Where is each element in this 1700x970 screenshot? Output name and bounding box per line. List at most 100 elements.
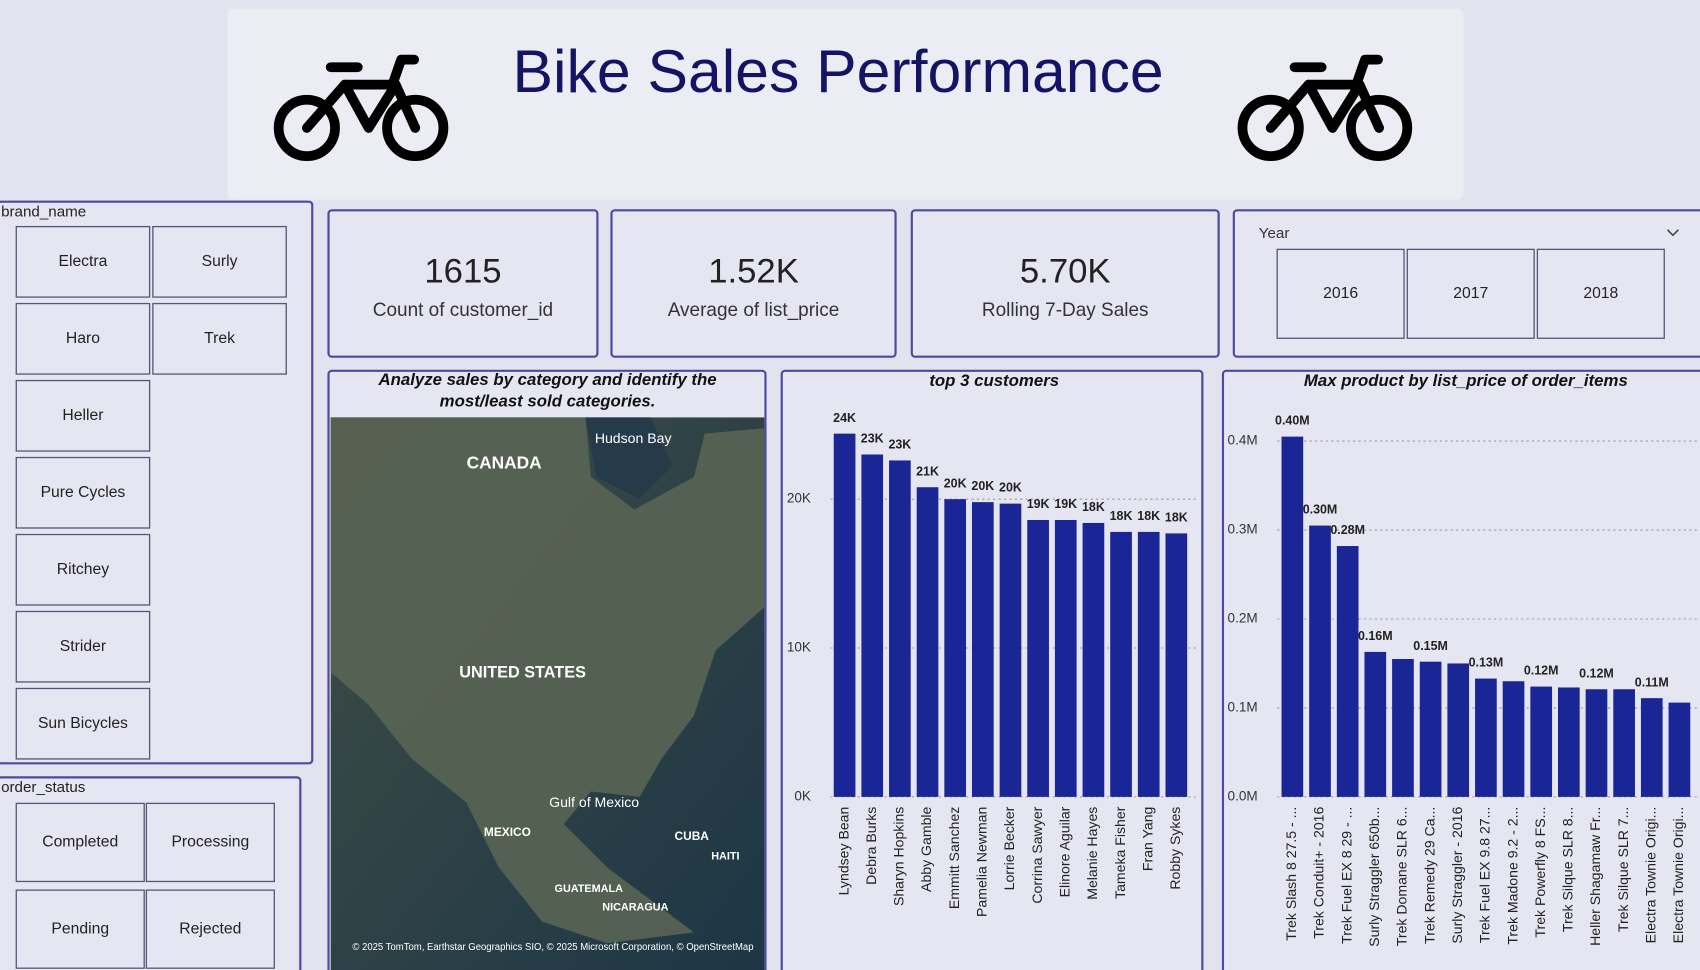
slicer-button[interactable]: [1276, 248, 1405, 339]
slicer-button-label[interactable]: Completed: [42, 834, 118, 851]
x-tick-label: Trek Fuel EX 8 29 - ...: [1338, 807, 1354, 944]
kpi-label: Rolling 7-Day Sales: [982, 300, 1149, 321]
bar: [1110, 531, 1132, 797]
x-tick-label: Electra Townie Origi...: [1642, 807, 1658, 944]
data-label: 20K: [971, 479, 994, 493]
slicer-button-label[interactable]: Surly: [202, 253, 238, 270]
x-tick-label: Trek Slash 8 27.5 - ...: [1283, 807, 1299, 941]
bar: [1309, 525, 1331, 797]
bar: [1447, 663, 1470, 797]
bar: [1419, 661, 1442, 797]
slicer-title: Year: [1259, 225, 1290, 242]
x-tick-label: Pamelia Newman: [974, 807, 990, 917]
bar: [1585, 689, 1608, 797]
slicer-button[interactable]: [15, 687, 151, 760]
data-label: 21K: [916, 464, 939, 478]
bar: [1336, 546, 1359, 797]
bar: [1475, 678, 1497, 797]
dashboard-title: Bike Sales Performance: [513, 37, 1164, 105]
y-tick-label: 20K: [787, 491, 811, 506]
data-label: 0.28M: [1330, 523, 1365, 537]
x-tick-label: Abby Gamble: [918, 806, 934, 891]
x-tick-label: Lyndsey Bean: [835, 807, 851, 896]
bar: [1557, 687, 1580, 797]
slicer-button[interactable]: [15, 610, 151, 683]
slicer-button[interactable]: [145, 889, 275, 969]
x-tick-label: Electra Townie Origi...: [1670, 807, 1686, 944]
data-label: 24K: [833, 411, 856, 425]
slicer-button[interactable]: [1406, 248, 1535, 339]
slicer-button[interactable]: [15, 533, 151, 606]
slicer-button-label[interactable]: Ritchey: [57, 561, 110, 578]
x-tick-label: Lorrie Becker: [1001, 806, 1017, 890]
bike-icon: [273, 54, 449, 162]
slicer-button[interactable]: [152, 302, 287, 375]
slicer-button[interactable]: [15, 302, 151, 375]
x-tick-label: Emmitt Sanchez: [946, 807, 962, 909]
kpi-card: [610, 209, 897, 358]
bar: [1364, 651, 1387, 797]
map-label: Hudson Bay: [595, 430, 673, 446]
x-tick-label: Surly Straggler 650b...: [1366, 807, 1382, 947]
slicer-button[interactable]: [15, 379, 151, 452]
slicer-button-label[interactable]: Pure Cycles: [41, 484, 126, 501]
x-tick-label: Debra Burks: [863, 807, 879, 885]
bar: [861, 454, 884, 797]
map-title-box: Analyze sales by category and identify t…: [378, 370, 717, 411]
slicer-button[interactable]: [1536, 248, 1665, 339]
slicer-button[interactable]: [15, 889, 145, 969]
data-label: 0.12M: [1579, 666, 1614, 680]
data-label: 20K: [944, 476, 967, 490]
map: [330, 417, 765, 970]
data-label: 0.13M: [1469, 656, 1504, 670]
slicer-button[interactable]: [152, 225, 287, 298]
slicer-button[interactable]: [145, 802, 275, 883]
bar: [1137, 531, 1160, 797]
x-tick-label: Robby Sykes: [1167, 807, 1183, 890]
slicer-button-label[interactable]: Electra: [58, 253, 107, 270]
slicer-button-label[interactable]: Rejected: [179, 920, 241, 937]
slicer-button-label[interactable]: Strider: [60, 638, 106, 655]
data-label: 18K: [1110, 509, 1133, 523]
bar: [889, 460, 911, 797]
slicer-button-label[interactable]: Haro: [66, 330, 100, 347]
dropdown-chevron[interactable]: [1666, 229, 1679, 237]
slicer-button-label[interactable]: 2018: [1583, 285, 1618, 302]
slicer-button[interactable]: [15, 802, 145, 883]
x-tick-label: Melanie Hayes: [1084, 807, 1100, 900]
map-title: Analyze sales by category and identify t…: [378, 370, 717, 411]
kpi-value: 1.52K: [708, 252, 799, 290]
slicer-button-label[interactable]: Processing: [171, 834, 249, 851]
x-tick-label: Trek Powerfly 8 FS...: [1532, 807, 1548, 938]
bar: [916, 487, 939, 797]
slicer-button-label[interactable]: 2017: [1453, 285, 1488, 302]
bar: [833, 433, 856, 797]
x-tick-label: Heller Shagamaw Fr...: [1587, 807, 1603, 946]
bar: [999, 503, 1022, 797]
map-attribution: © 2025 TomTom, Earthstar Geographics SIO…: [352, 942, 754, 953]
slicer-button-label[interactable]: Sun Bicycles: [38, 715, 128, 732]
slicer-button-label[interactable]: Trek: [204, 330, 235, 347]
kpi-card: [910, 209, 1220, 358]
data-label: 0.15M: [1413, 639, 1448, 653]
slicer-button[interactable]: [15, 456, 151, 529]
x-tick-label: Elinore Aguilar: [1056, 806, 1072, 897]
x-tick-label: Corrina Sawyer: [1029, 806, 1045, 903]
x-tick-label: Surly Straggler - 2016: [1449, 806, 1465, 943]
x-tick-label: Trek Conduit+ - 2016: [1311, 806, 1327, 938]
chart-title: Max product by list_price of order_items: [1304, 371, 1628, 390]
slicer-button[interactable]: [15, 225, 151, 298]
slicer-button-label[interactable]: Pending: [51, 920, 109, 937]
map-label: GUATEMALA: [555, 883, 624, 895]
map-label: Gulf of Mexico: [549, 794, 639, 810]
y-tick-label: 0.1M: [1228, 700, 1258, 715]
y-tick-label: 0.2M: [1228, 611, 1258, 626]
y-tick-label: 10K: [787, 640, 811, 655]
x-tick-label: Fran Yang: [1139, 807, 1155, 871]
slicer-title: brand_name: [1, 204, 86, 221]
slicer-button-label[interactable]: 2016: [1323, 285, 1358, 302]
slicer-button-label[interactable]: Heller: [62, 407, 103, 424]
x-tick-label: Trek Fuel EX 9.8 27...: [1477, 807, 1493, 943]
bar: [1281, 436, 1304, 797]
